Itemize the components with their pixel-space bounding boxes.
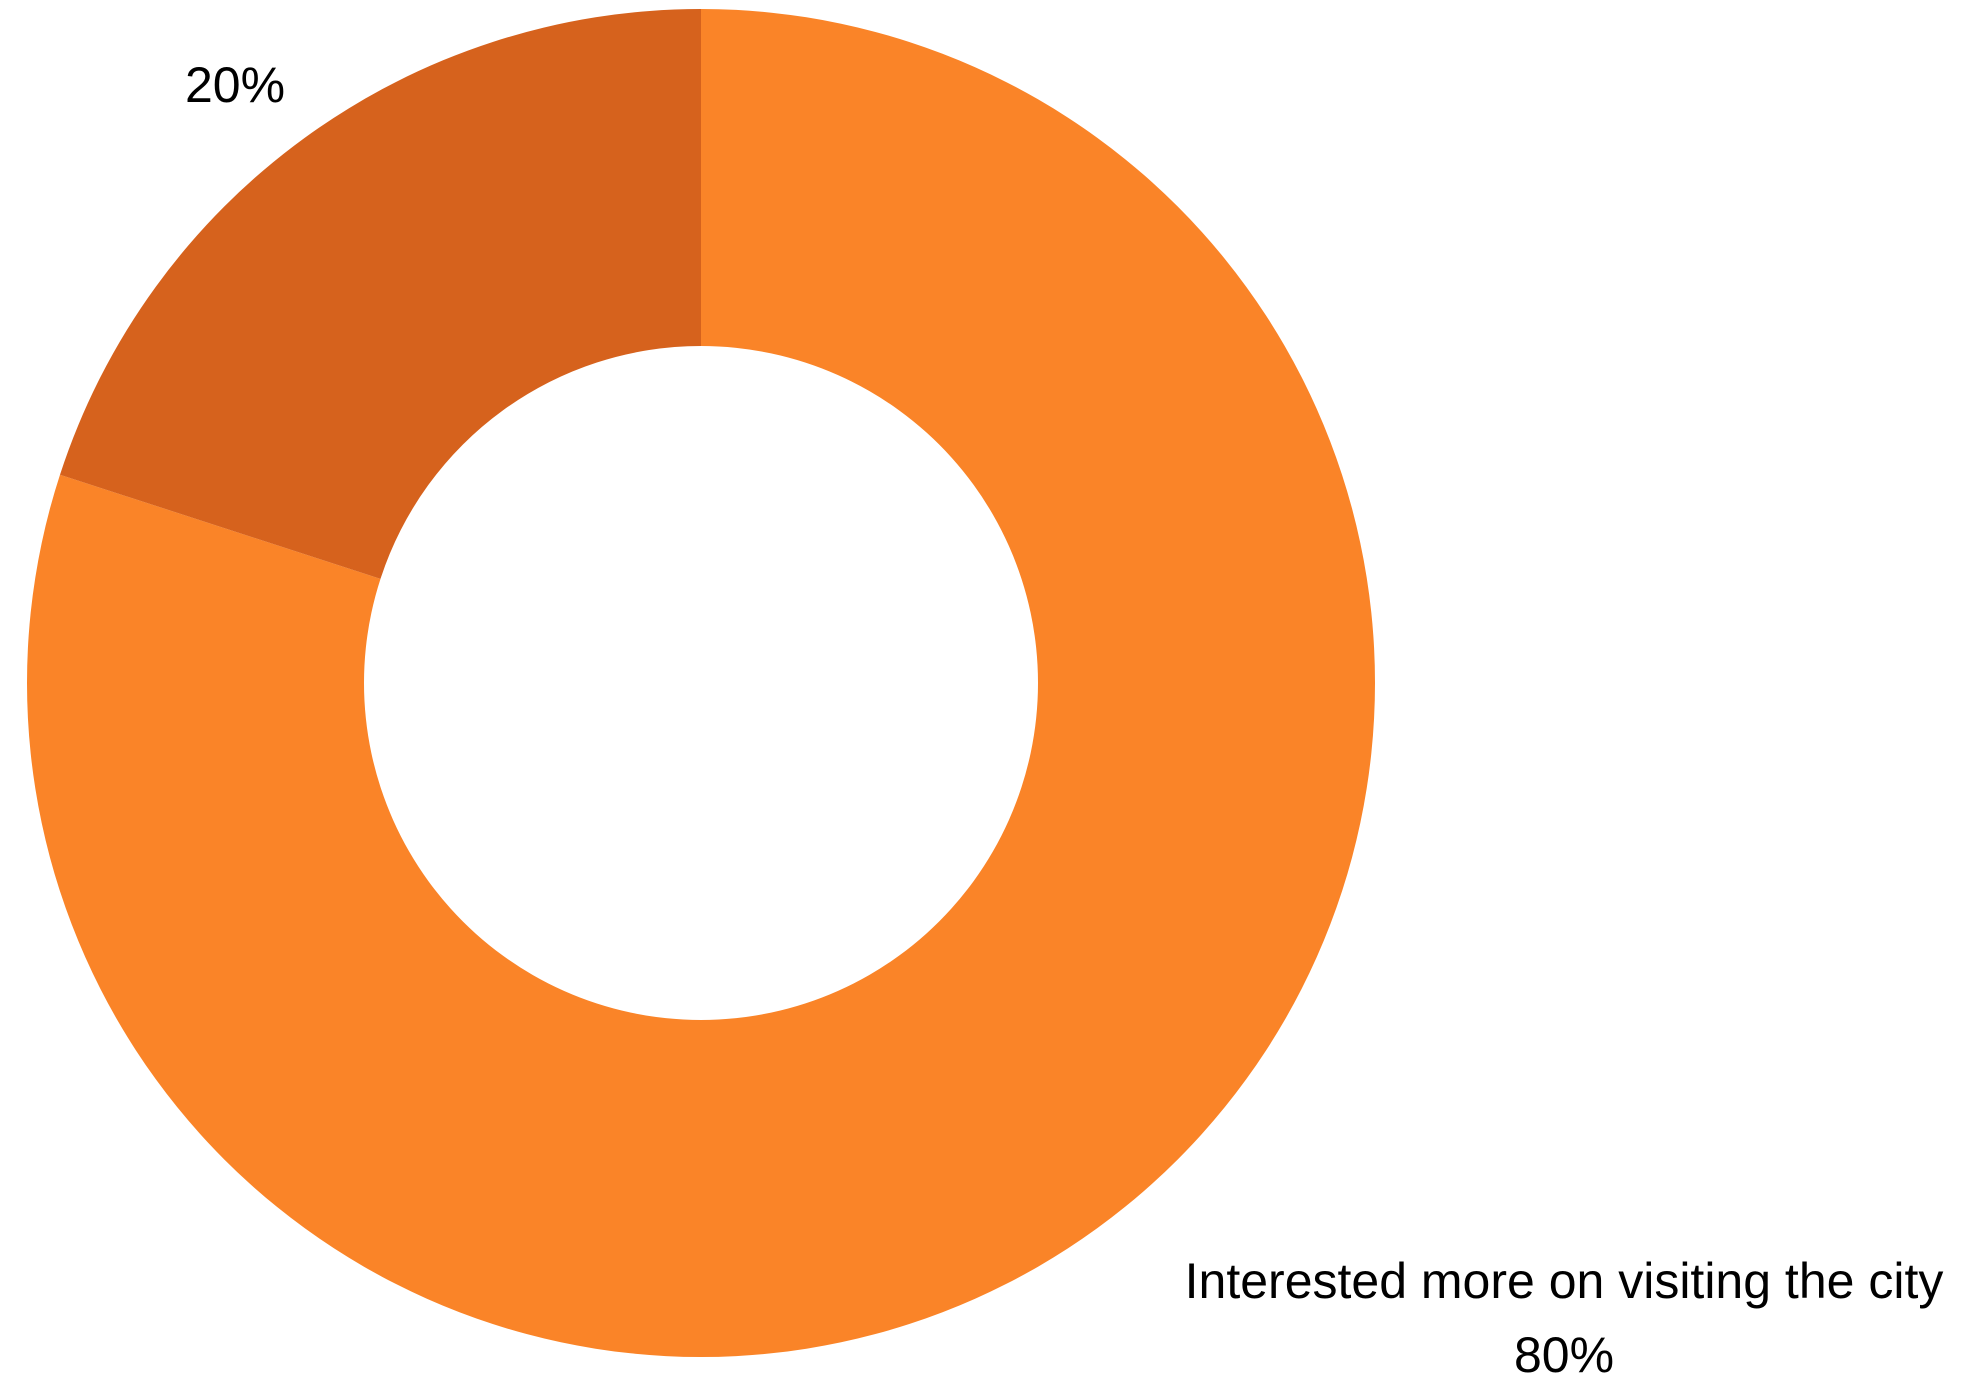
- slices-group: [27, 9, 1376, 1357]
- slice-label-large-percent: 80%: [1514, 1327, 1614, 1374]
- slice-label-large-name: Interested more on visiting the city: [1185, 1253, 1944, 1309]
- labels-group: 20% Interested more on visiting the city…: [185, 57, 1943, 1374]
- donut-slice-0: [27, 9, 1376, 1357]
- slice-label-small-percent: 20%: [185, 57, 285, 113]
- donut-slice-1: [59, 9, 701, 579]
